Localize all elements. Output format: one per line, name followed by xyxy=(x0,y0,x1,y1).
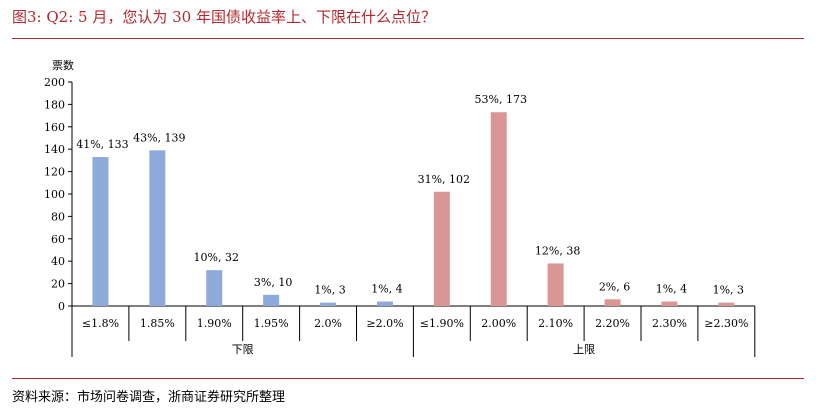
y-tick-label-180: 180 xyxy=(44,98,65,111)
group-label: 下限 xyxy=(232,343,254,356)
bar xyxy=(718,302,735,306)
data-label: 43%, 139 xyxy=(133,131,185,144)
category-label: 2.0% xyxy=(314,317,342,330)
y-axis-title: 票数 xyxy=(52,59,74,72)
category-label: 1.85% xyxy=(140,317,175,330)
data-label: 1%, 4 xyxy=(656,283,687,296)
y-tick-label-0: 0 xyxy=(58,300,65,313)
data-label: 53%, 173 xyxy=(475,93,527,106)
data-label: 1%, 3 xyxy=(713,284,744,297)
data-label: 31%, 102 xyxy=(418,173,470,186)
category-label: ≤1.90% xyxy=(420,317,464,330)
category-label: 2.10% xyxy=(538,317,573,330)
bar xyxy=(263,294,280,306)
bar xyxy=(490,112,507,307)
data-label: 2%, 6 xyxy=(599,280,630,293)
data-label: 3%, 10 xyxy=(254,276,292,289)
source-note: 资料来源：市场问卷调查，浙商证券研究所整理 xyxy=(12,390,286,405)
bar xyxy=(320,302,337,306)
y-tick-label-20: 20 xyxy=(51,278,65,291)
y-tick-label-120: 120 xyxy=(44,166,65,179)
y-tick-label-140: 140 xyxy=(44,143,65,156)
data-label: 12%, 38 xyxy=(535,244,580,257)
y-tick-label-160: 160 xyxy=(44,121,65,134)
bar xyxy=(206,270,223,306)
group-label: 上限 xyxy=(573,343,595,356)
bar xyxy=(149,150,166,306)
category-label: 2.20% xyxy=(595,317,630,330)
data-label: 10%, 32 xyxy=(194,251,239,264)
y-tick-label-80: 80 xyxy=(51,210,65,223)
y-tick-label-100: 100 xyxy=(44,188,65,201)
category-label: 1.90% xyxy=(197,317,232,330)
figure-title: 图3: Q2: 5 月，您认为 30 年国债收益率上、下限在什么点位？ xyxy=(12,8,436,26)
category-label: 1.95% xyxy=(254,317,289,330)
bar xyxy=(604,299,621,306)
category-label: ≤1.8% xyxy=(82,317,119,330)
bar-chart: 票数 0 20 40 60 80 100 120 140 160 180 200 41%, 133 ≤1.… xyxy=(44,59,756,357)
category-label: 2.30% xyxy=(652,317,687,330)
y-tick-label-40: 40 xyxy=(51,255,65,268)
bar xyxy=(661,301,678,306)
source-rule xyxy=(12,378,804,379)
y-tick-label-60: 60 xyxy=(51,233,65,246)
data-label: 1%, 4 xyxy=(371,283,402,296)
bar xyxy=(92,157,109,306)
data-label: 41%, 133 xyxy=(76,138,128,151)
data-label: 1%, 3 xyxy=(314,284,345,297)
title-rule xyxy=(12,38,804,39)
category-label: 2.00% xyxy=(481,317,516,330)
bar xyxy=(376,301,393,306)
bar xyxy=(547,263,564,306)
y-tick-label-200: 200 xyxy=(44,76,65,89)
bar xyxy=(433,191,450,306)
category-label: ≥2.0% xyxy=(366,317,403,330)
category-label: ≥2.30% xyxy=(704,317,748,330)
